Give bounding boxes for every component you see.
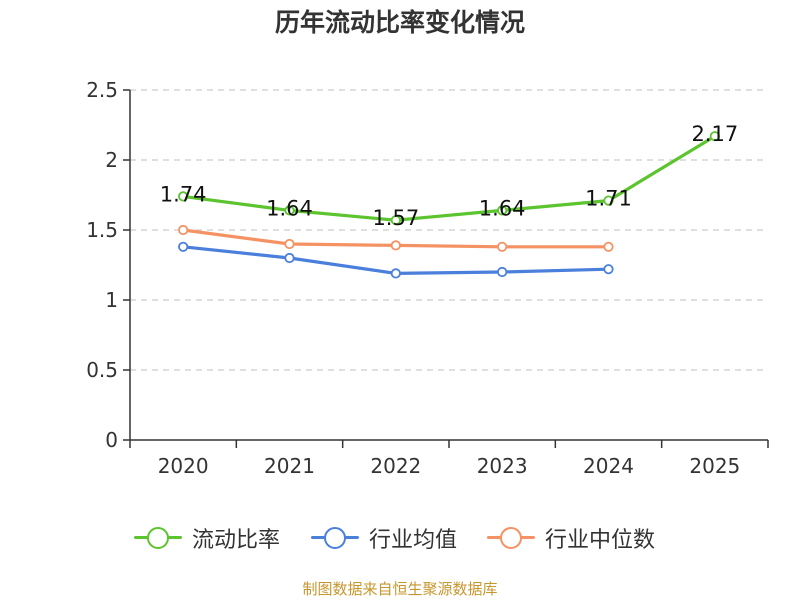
data-point[interactable] bbox=[603, 195, 614, 206]
legend-marker bbox=[500, 527, 522, 549]
data-point[interactable] bbox=[284, 252, 295, 264]
data-label: 2.17 bbox=[691, 122, 738, 146]
data-point[interactable] bbox=[497, 241, 508, 252]
legend-label-industry-median: 行业中位数 bbox=[545, 528, 656, 553]
data-label: 1.64 bbox=[266, 196, 313, 220]
data-label: 1.71 bbox=[585, 187, 632, 211]
legend: 流动比率 行业均值 行业中位数 bbox=[0, 518, 800, 558]
data-point[interactable] bbox=[603, 264, 614, 275]
axes: 0 0.5 1 1.5 2 2.5 2020 2021 2022 2023 2024 2025 bbox=[86, 78, 769, 478]
data-point[interactable] bbox=[497, 205, 508, 216]
legend-item-current-ratio[interactable]: 流动比率 bbox=[134, 518, 280, 558]
legend-marker bbox=[324, 527, 346, 549]
x-tick-label: 2025 bbox=[689, 454, 740, 478]
x-tick-label: 2022 bbox=[370, 454, 421, 478]
x-tick-label: 2024 bbox=[583, 454, 634, 478]
data-point[interactable] bbox=[497, 266, 508, 278]
data-point[interactable] bbox=[178, 224, 189, 236]
data-point[interactable] bbox=[390, 240, 401, 251]
legend-label-current-ratio: 流动比率 bbox=[192, 528, 281, 553]
data-label: 1.74 bbox=[160, 182, 207, 206]
data-point[interactable] bbox=[178, 191, 189, 202]
data-point[interactable] bbox=[390, 268, 401, 279]
y-tick-label: 0.5 bbox=[86, 358, 118, 382]
y-tick-label: 1 bbox=[105, 288, 118, 312]
y-tick-label: 1.5 bbox=[86, 218, 118, 242]
data-labels: 1.74 1.64 1.57 1.64 1.71 2.17 bbox=[160, 122, 738, 230]
legend-symbol-current-ratio bbox=[134, 526, 182, 550]
y-tick-label: 0 bbox=[105, 428, 118, 452]
chart-title: 历年流动比率变化情况 bbox=[274, 8, 525, 37]
grid-lines bbox=[130, 89, 768, 371]
data-point[interactable] bbox=[390, 215, 401, 226]
x-tick-label: 2021 bbox=[264, 454, 315, 478]
series-lines bbox=[178, 131, 720, 279]
legend-item-industry-median[interactable]: 行业中位数 bbox=[487, 518, 655, 558]
y-tick-label: 2.5 bbox=[86, 78, 118, 102]
legend-symbol-industry-mean bbox=[311, 526, 359, 550]
legend-marker bbox=[147, 527, 169, 549]
series-line bbox=[181, 134, 717, 222]
data-point[interactable] bbox=[603, 241, 614, 252]
legend-label-industry-mean: 行业均值 bbox=[369, 528, 458, 553]
y-tick-label: 2 bbox=[105, 148, 118, 172]
x-tick-label: 2023 bbox=[477, 454, 528, 478]
data-point[interactable] bbox=[284, 205, 295, 216]
data-point[interactable] bbox=[284, 238, 295, 250]
data-point[interactable] bbox=[178, 241, 189, 252]
data-source-note: 制图数据来自恒生聚源数据库 bbox=[302, 580, 498, 598]
legend-symbol-industry-median bbox=[487, 526, 535, 550]
data-point[interactable] bbox=[709, 131, 720, 142]
x-tick-label: 2020 bbox=[158, 454, 209, 478]
legend-item-industry-mean[interactable]: 行业均值 bbox=[311, 518, 457, 558]
data-label: 1.57 bbox=[372, 206, 419, 230]
data-label: 1.64 bbox=[479, 196, 526, 220]
